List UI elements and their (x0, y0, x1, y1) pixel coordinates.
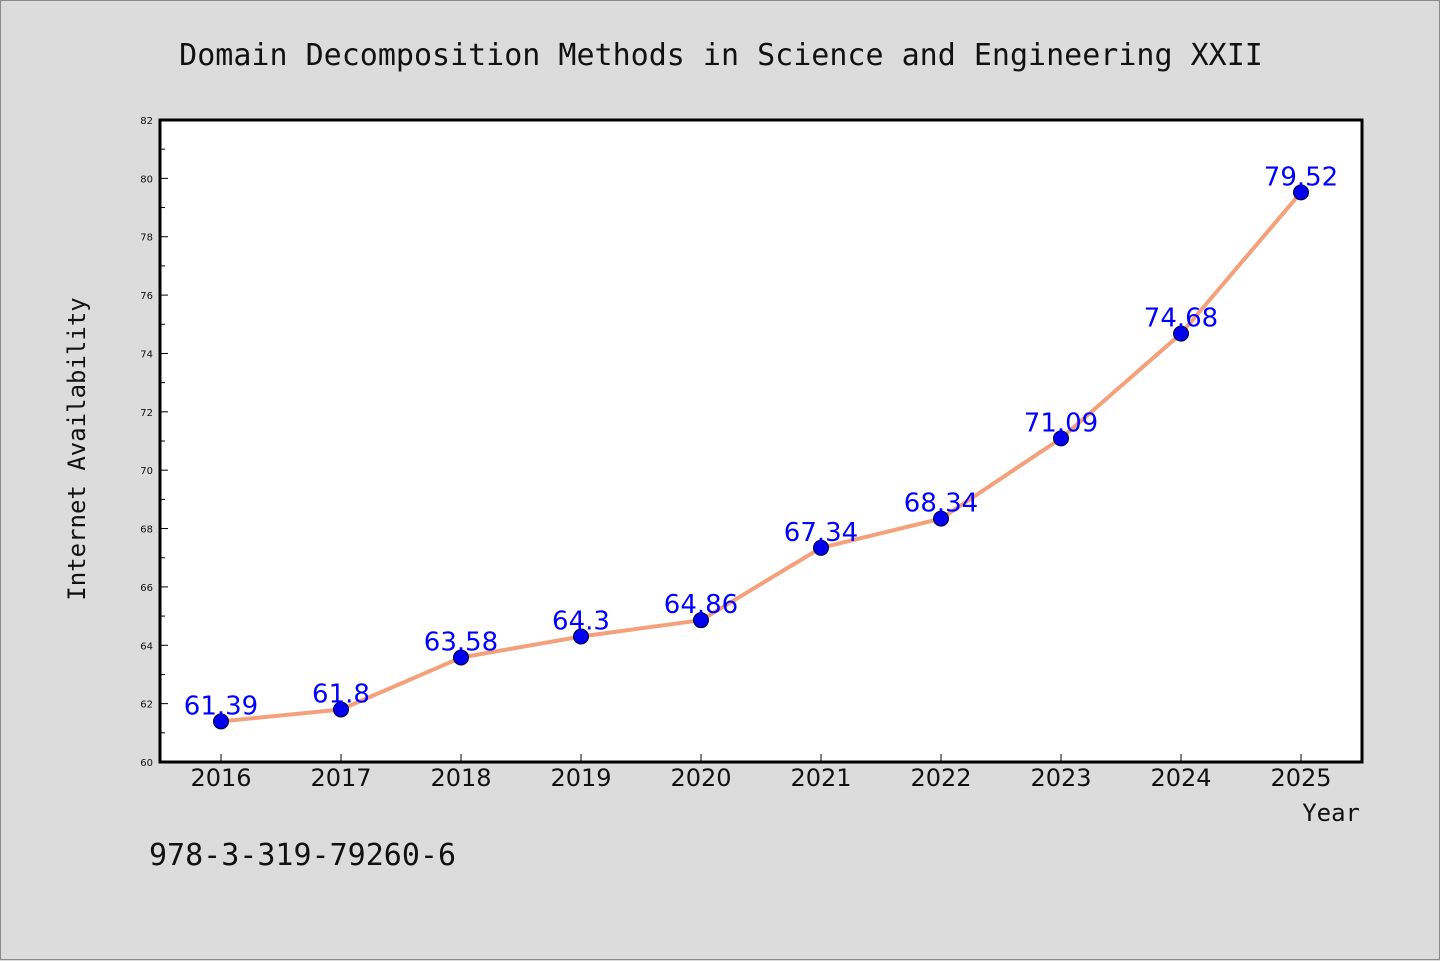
y-axis-label: Internet Availability (63, 297, 91, 600)
data-point (333, 701, 349, 718)
data-point (213, 713, 229, 730)
y-tick-label: 78 (140, 233, 153, 244)
y-tick-label: 60 (140, 758, 153, 769)
data-label: 64.3 (552, 607, 610, 637)
data-point (573, 628, 589, 645)
data-label: 61.8 (312, 679, 370, 709)
data-point (813, 539, 829, 556)
data-label: 79.52 (1264, 162, 1338, 192)
x-tick-label: 2022 (910, 764, 971, 792)
y-tick-label: 72 (140, 408, 153, 419)
data-label: 64.86 (664, 590, 738, 620)
data-point (1173, 325, 1189, 342)
plot-area (158, 118, 1364, 764)
x-tick-label: 2017 (310, 764, 371, 792)
x-tick-label: 2025 (1270, 764, 1331, 792)
x-tick-label: 2019 (550, 764, 611, 792)
y-tick-label: 82 (140, 116, 153, 127)
x-tick-label: 2018 (430, 764, 491, 792)
y-tick-label: 62 (140, 700, 153, 711)
data-point (1293, 184, 1309, 201)
x-tick-label: 2021 (790, 764, 851, 792)
y-tick-label: 64 (140, 641, 153, 652)
x-axis-label: Year (1302, 799, 1360, 827)
y-axis: 60 62 64 66 68 70 72 74 76 78 80 82 (140, 116, 168, 769)
y-tick-label: 76 (140, 291, 153, 302)
data-label: 61.39 (184, 691, 258, 721)
series-line (219, 190, 1303, 724)
y-tick-label: 80 (140, 174, 153, 185)
data-label: 63.58 (424, 628, 498, 658)
data-label: 68.34 (904, 489, 978, 519)
data-series (213, 184, 1309, 730)
x-tick-label: 2023 (1030, 764, 1091, 792)
data-point (693, 612, 709, 629)
x-axis: 2016 2017 2018 2019 2020 2021 2022 2023 2024 2025 (190, 754, 1332, 792)
y-tick-label: 74 (140, 349, 153, 360)
data-label: 71.09 (1024, 408, 1098, 438)
data-point (453, 649, 469, 666)
data-labels: 61.39 61.8 63.58 64.3 64.86 67.34 68.34 71.09 74… (184, 162, 1338, 721)
x-tick-label: 2020 (670, 764, 731, 792)
data-label: 74.68 (1144, 304, 1218, 334)
isbn-label: 978-3-319-79260-6 (149, 838, 456, 873)
chart-title: Domain Decomposition Methods in Science … (179, 38, 1263, 73)
x-tick-label: 2024 (1150, 764, 1211, 792)
x-tick-label: 2016 (190, 764, 251, 792)
data-point (1053, 430, 1069, 447)
data-label: 67.34 (784, 518, 858, 548)
y-tick-label: 66 (140, 583, 153, 594)
data-point (933, 510, 949, 527)
y-tick-label: 68 (140, 525, 153, 536)
y-tick-label: 70 (140, 466, 153, 477)
